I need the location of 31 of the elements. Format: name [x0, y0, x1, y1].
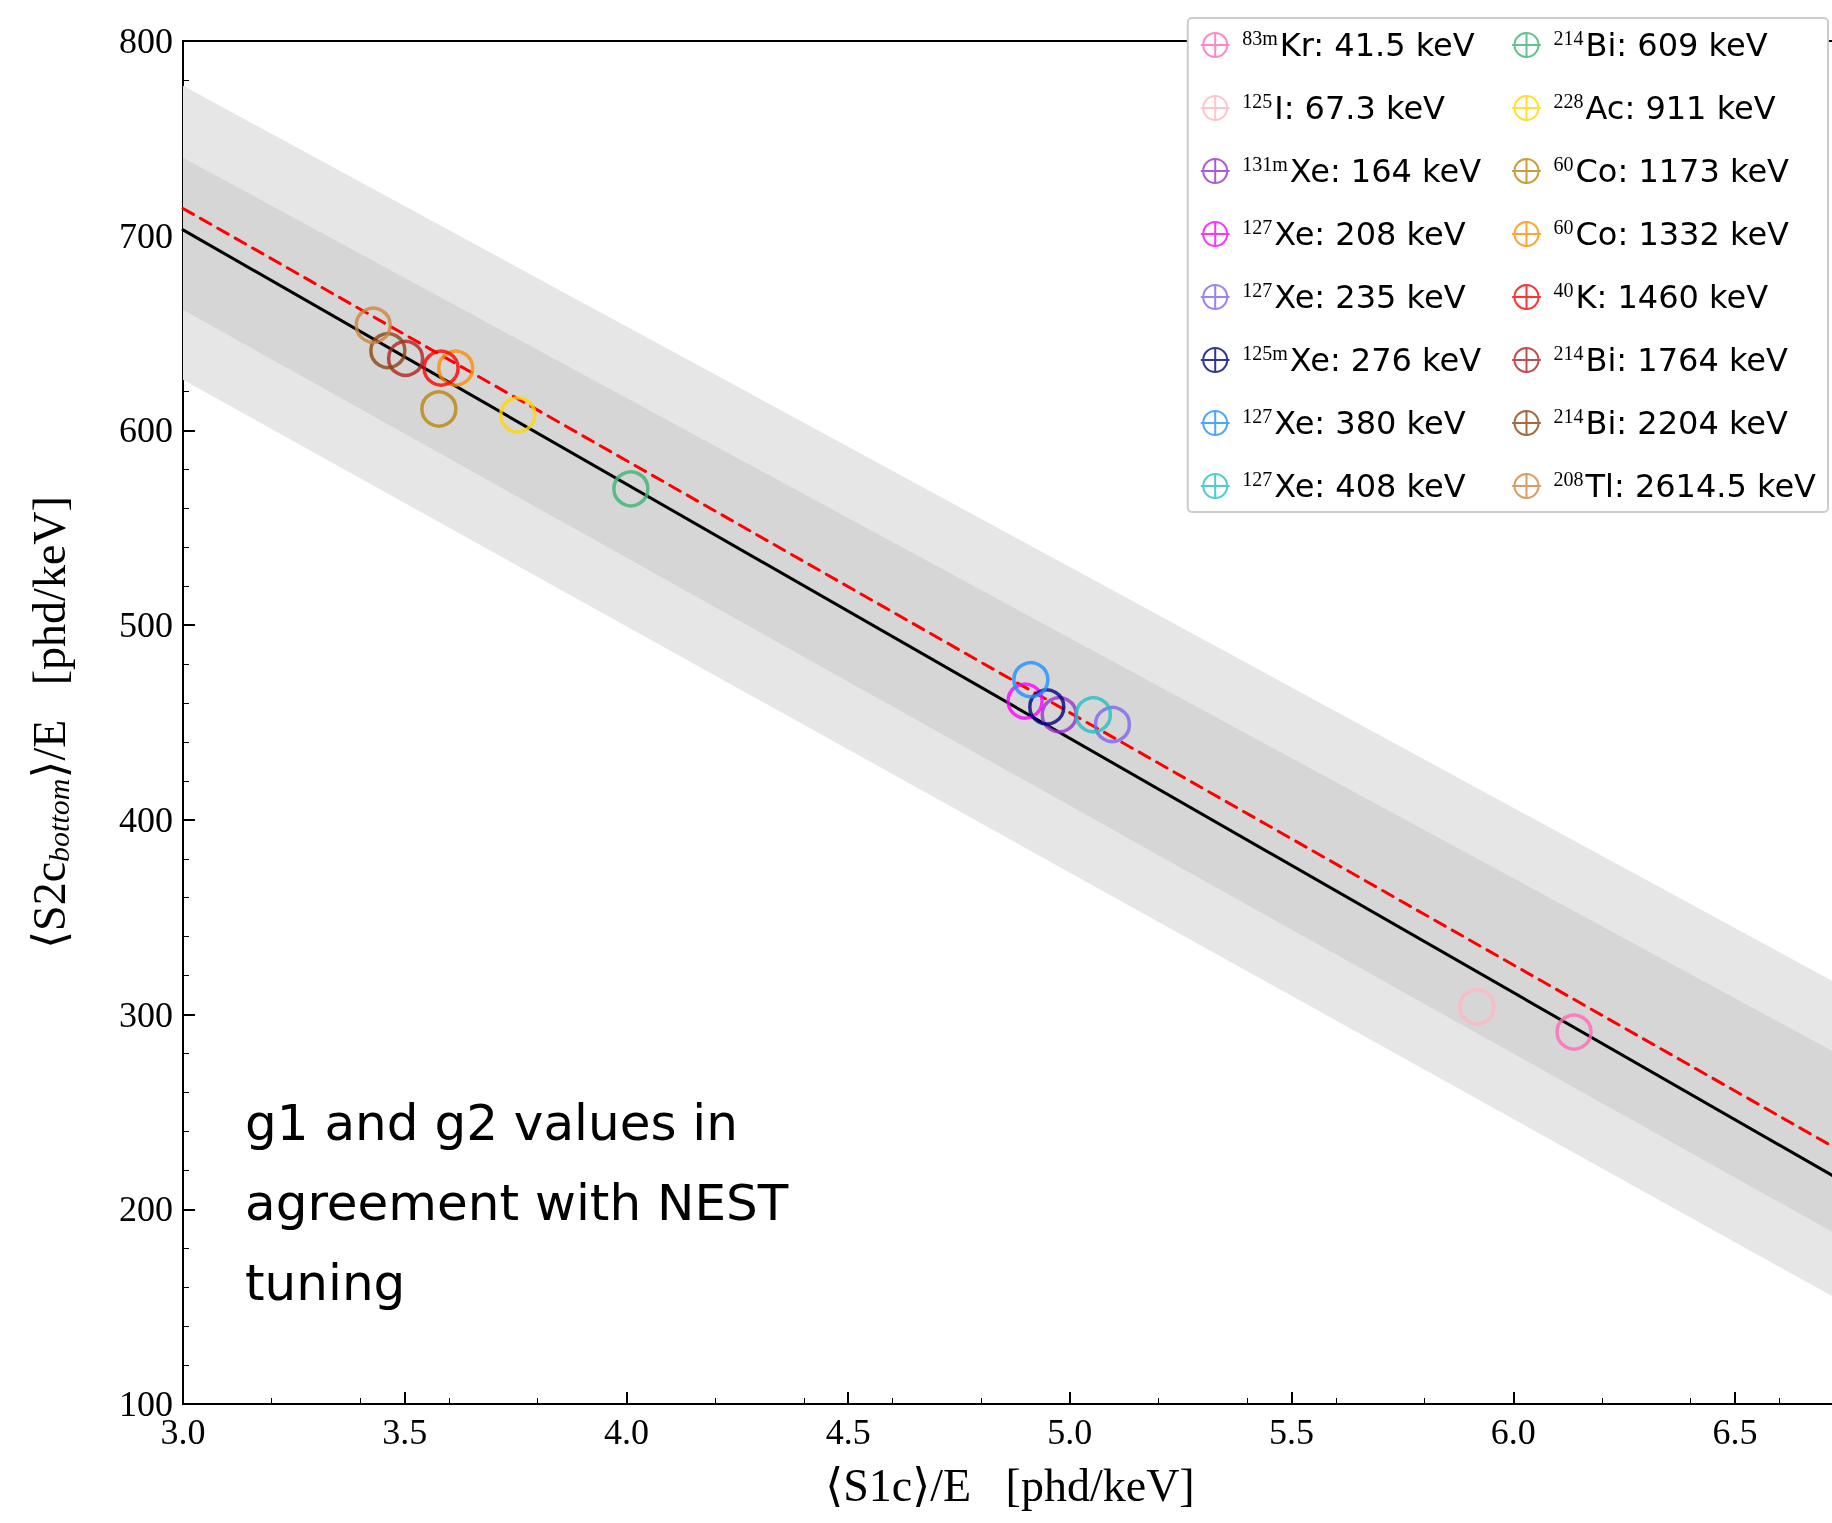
x-axis-title: ⟨S1c⟩/E [phd/keV] [825, 1459, 1195, 1511]
y-tick-label: 800 [119, 21, 173, 61]
x-tick-label: 5.5 [1269, 1412, 1315, 1452]
x-tick-label: 6.5 [1712, 1412, 1758, 1452]
x-tick-label: 4.0 [603, 1412, 649, 1452]
point [499, 396, 537, 434]
point [437, 349, 475, 387]
x-tick-label: 3.5 [382, 1412, 428, 1452]
point [1074, 695, 1113, 734]
point [354, 306, 392, 345]
x-tick-label: 5.0 [1047, 1412, 1093, 1452]
y-tick-label: 600 [119, 410, 173, 451]
point [422, 349, 460, 387]
point [612, 470, 650, 508]
annotation: g1 and g2 values in agreement with NEST tuning [245, 1094, 805, 1312]
point [1028, 688, 1066, 726]
point [369, 331, 407, 370]
y-tick-label: 300 [119, 994, 173, 1035]
y-tick-label: 400 [119, 799, 173, 840]
point [420, 390, 458, 428]
point [386, 339, 425, 378]
point [1093, 705, 1132, 744]
y-tick-label: 700 [119, 215, 173, 256]
point [1555, 1013, 1593, 1051]
point [1012, 660, 1050, 699]
y-tick-label: 200 [119, 1189, 173, 1230]
y-axis-title: ⟨S2cbottom⟩/E [phd/keV] [23, 496, 75, 949]
point [1458, 988, 1496, 1026]
x-tick-label: 4.5 [825, 1412, 871, 1452]
y-tick-label: 500 [119, 605, 173, 646]
x-tick-label: 6.0 [1490, 1412, 1536, 1452]
